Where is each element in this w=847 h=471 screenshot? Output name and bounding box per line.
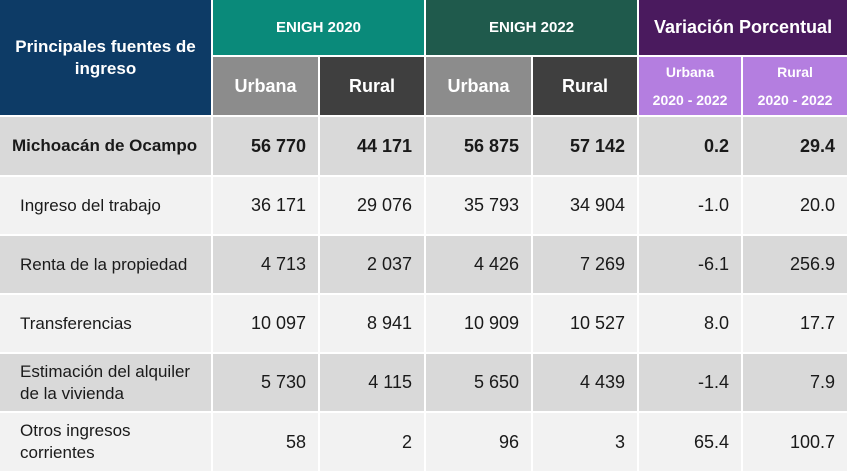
header-variacion-porcentual: Variación Porcentual [639,0,847,57]
cell-rural-2022: 3 [533,411,640,471]
cell-rural-2020: 2 [320,411,427,471]
var-rural-label: Rural [777,64,813,80]
subheader-rural-2022: Rural [533,57,640,115]
var-urbana-period: 2020 - 2022 [652,92,728,108]
table-row: Transferencias 10 097 8 941 10 909 10 52… [0,293,847,352]
cell-urbana-2020: 5 730 [213,352,320,411]
row-label: Transferencias [0,293,213,352]
cell-urbana-2020: 56 770 [213,115,320,175]
cell-rural-2022: 57 142 [533,115,640,175]
table-row: Otros ingresos corrientes 58 2 96 3 65.4… [0,411,847,471]
cell-var-urbana: -1.4 [639,352,744,411]
cell-rural-2020: 2 037 [320,234,427,293]
cell-var-rural: 20.0 [743,175,847,234]
cell-urbana-2022: 56 875 [426,115,534,175]
cell-var-urbana: 0.2 [639,115,744,175]
cell-var-rural: 29.4 [743,115,847,175]
cell-var-rural: 7.9 [743,352,847,411]
table-row: Ingreso del trabajo 36 171 29 076 35 793… [0,175,847,234]
cell-urbana-2022: 4 426 [426,234,534,293]
subheader-var-rural: Rural 2020 - 2022 [743,57,847,115]
subheader-rural-2020: Rural [320,57,427,115]
cell-urbana-2022: 35 793 [426,175,534,234]
subheader-var-urbana: Urbana 2020 - 2022 [639,57,744,115]
table-row-total: Michoacán de Ocampo 56 770 44 171 56 875… [0,115,847,175]
cell-urbana-2020: 4 713 [213,234,320,293]
table-row: Estimación del alquiler de la vivienda 5… [0,352,847,411]
cell-rural-2020: 4 115 [320,352,427,411]
cell-var-urbana: 8.0 [639,293,744,352]
cell-rural-2020: 44 171 [320,115,427,175]
subheader-urbana-2022: Urbana [426,57,534,115]
row-label: Renta de la propiedad [0,234,213,293]
cell-rural-2022: 34 904 [533,175,640,234]
header-enigh-2022: ENIGH 2022 [426,0,640,57]
cell-var-urbana: 65.4 [639,411,744,471]
row-label: Michoacán de Ocampo [0,115,213,175]
header-income-sources: Principales fuentes de ingreso [0,0,213,115]
var-urbana-label: Urbana [665,64,715,80]
cell-rural-2022: 10 527 [533,293,640,352]
cell-var-rural: 256.9 [743,234,847,293]
cell-urbana-2022: 10 909 [426,293,534,352]
cell-var-rural: 100.7 [743,411,847,471]
header-enigh-2020: ENIGH 2020 [213,0,427,57]
row-label: Ingreso del trabajo [0,175,213,234]
cell-rural-2020: 29 076 [320,175,427,234]
cell-urbana-2022: 5 650 [426,352,534,411]
var-rural-period: 2020 - 2022 [757,92,833,108]
cell-urbana-2020: 58 [213,411,320,471]
cell-rural-2022: 4 439 [533,352,640,411]
cell-urbana-2020: 10 097 [213,293,320,352]
cell-urbana-2022: 96 [426,411,534,471]
row-label: Otros ingresos corrientes [0,411,213,471]
cell-rural-2020: 8 941 [320,293,427,352]
table-row: Renta de la propiedad 4 713 2 037 4 426 … [0,234,847,293]
cell-urbana-2020: 36 171 [213,175,320,234]
cell-var-urbana: -1.0 [639,175,744,234]
cell-rural-2022: 7 269 [533,234,640,293]
row-label: Estimación del alquiler de la vivienda [0,352,213,411]
cell-var-urbana: -6.1 [639,234,744,293]
subheader-urbana-2020: Urbana [213,57,320,115]
cell-var-rural: 17.7 [743,293,847,352]
